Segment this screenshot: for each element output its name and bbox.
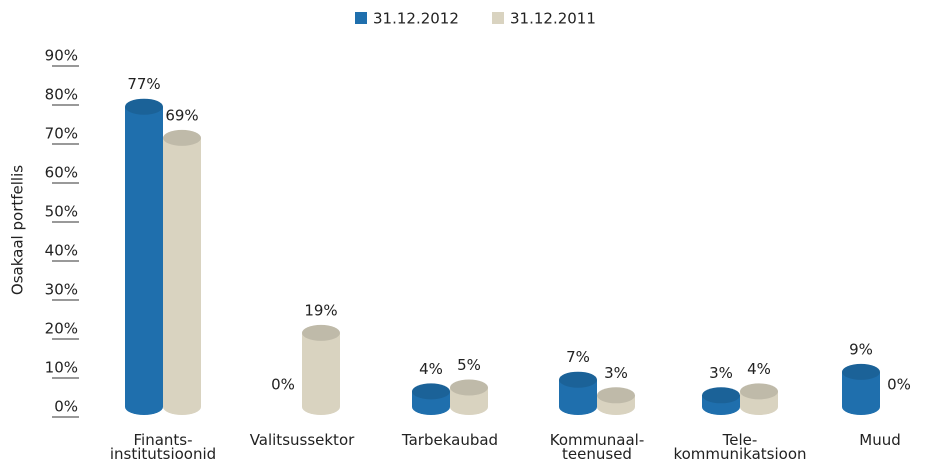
value-label: 3% [604, 364, 628, 382]
x-tick-label: Kommunaal- teenused [549, 431, 645, 463]
value-label: 19% [304, 301, 337, 319]
x-tick-label: Tele- kommunikatsioon [673, 431, 807, 463]
bar-top [125, 98, 163, 115]
y-axis-label: Osakaal portfellis [9, 165, 27, 295]
bar [302, 324, 340, 415]
bar-top [450, 379, 488, 396]
bar-top [740, 383, 778, 400]
y-tick-label: 90% [45, 47, 78, 65]
bar-top [597, 387, 635, 404]
value-label: 5% [457, 356, 481, 374]
x-tick-label: Valitsussektor [249, 431, 355, 449]
bar [597, 387, 635, 415]
legend-swatch [492, 12, 504, 24]
value-label: 9% [849, 340, 873, 358]
y-tick-label: 30% [45, 281, 78, 299]
bar [559, 371, 597, 415]
y-tick-label: 0% [54, 398, 78, 416]
y-tick-label: 60% [45, 164, 78, 182]
x-tick-label: Finants- institutsioonid [109, 431, 217, 463]
bar-top [163, 129, 201, 146]
bar-body [125, 106, 163, 407]
bar [842, 363, 880, 415]
value-label: 4% [419, 360, 443, 378]
bar-top [702, 387, 740, 404]
value-label: 0% [887, 376, 911, 394]
value-label: 4% [747, 360, 771, 378]
y-tick-label: 80% [45, 86, 78, 104]
y-tick-label: 70% [45, 125, 78, 143]
value-label: 69% [165, 106, 198, 124]
bar [125, 98, 163, 415]
legend-label: 31.12.2012 [373, 10, 459, 28]
y-tick-label: 10% [45, 359, 78, 377]
bar [702, 387, 740, 415]
bar-top [412, 383, 450, 400]
legend-label: 31.12.2011 [510, 10, 596, 28]
x-tick-label: Muud [859, 431, 901, 449]
bar [740, 383, 778, 415]
value-label: 0% [271, 376, 295, 394]
value-label: 77% [127, 75, 160, 93]
bar-top [559, 371, 597, 388]
bar [450, 379, 488, 415]
value-label: 7% [566, 348, 590, 366]
bar [163, 129, 201, 415]
y-tick-label: 40% [45, 242, 78, 260]
legend-swatch [355, 12, 367, 24]
bar-body [302, 332, 340, 407]
bar [412, 383, 450, 415]
x-tick-label: Tarbekaubad [401, 431, 499, 449]
y-tick-label: 50% [45, 203, 78, 221]
y-tick-label: 20% [45, 320, 78, 338]
value-label: 3% [709, 364, 733, 382]
bar-top [302, 324, 340, 341]
bar-body [163, 137, 201, 407]
bar-top [842, 363, 880, 380]
